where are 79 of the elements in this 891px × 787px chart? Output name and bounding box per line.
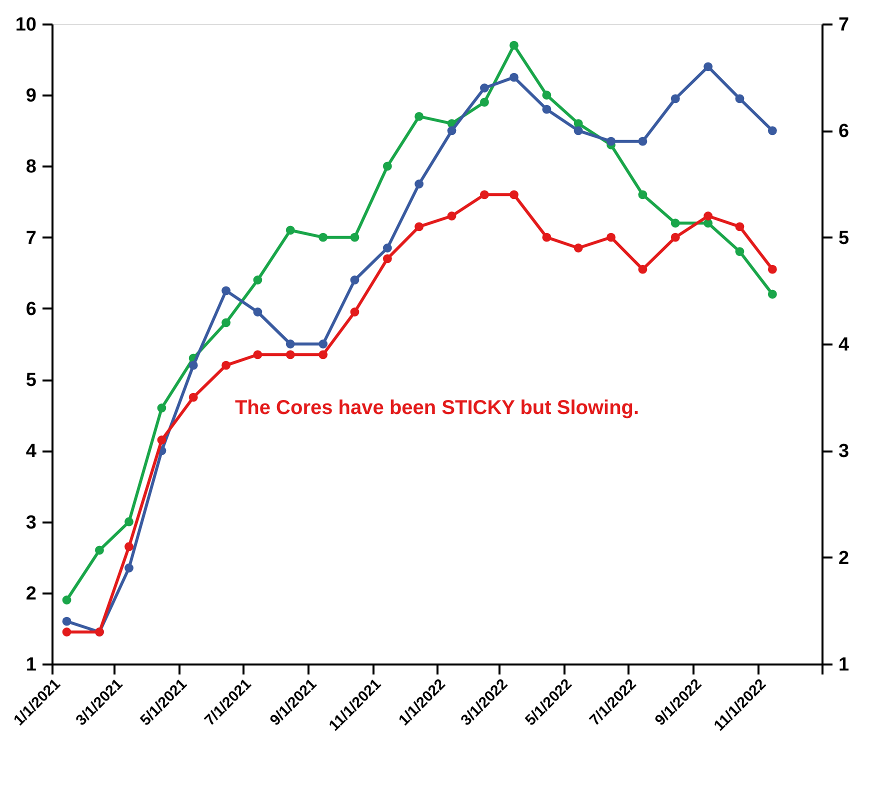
point: [414, 112, 424, 121]
y2-tick-label: 5: [838, 228, 850, 249]
point: [350, 232, 360, 242]
y-tick-label: 3: [26, 512, 36, 534]
point: [188, 392, 198, 402]
point: [157, 404, 166, 412]
point: [480, 190, 489, 200]
point: [253, 308, 262, 316]
y-tick-label: 4: [26, 441, 37, 462]
y-tick-label: 1: [26, 654, 37, 676]
point: [574, 244, 583, 252]
point: [704, 212, 713, 220]
point: [222, 286, 231, 296]
point: [414, 180, 424, 188]
point: [382, 162, 392, 171]
point: [638, 136, 648, 146]
point: [735, 94, 744, 104]
point: [253, 350, 262, 360]
point: [286, 340, 295, 348]
point: [606, 136, 616, 146]
point: [510, 72, 518, 82]
point: [768, 126, 777, 136]
point: [735, 222, 744, 232]
point: [318, 232, 328, 242]
y2-tick-label: 6: [838, 121, 850, 142]
point: [188, 360, 198, 370]
y-tick-label: 6: [26, 298, 36, 320]
y2-tick-label: 2: [838, 548, 850, 569]
point: [447, 212, 456, 220]
point: [574, 126, 583, 136]
y-tick-label: 8: [26, 156, 36, 178]
point: [318, 350, 328, 360]
point: [382, 244, 392, 252]
point: [670, 232, 680, 242]
y2-tick-label: 1: [838, 654, 850, 676]
point: [768, 264, 777, 274]
point: [286, 226, 295, 235]
point: [62, 616, 72, 626]
point: [124, 542, 134, 552]
point: [62, 596, 72, 604]
point: [350, 276, 360, 284]
point: [704, 62, 713, 72]
y-tick-label: 10: [15, 14, 36, 36]
point: [157, 436, 166, 444]
point: [510, 190, 518, 200]
point: [670, 218, 680, 228]
point: [510, 40, 518, 50]
point: [542, 232, 552, 242]
point: [62, 628, 72, 636]
point: [286, 350, 295, 360]
annotation: The Cores have been STICKY but Slowing.: [234, 397, 640, 419]
point: [542, 104, 552, 114]
point: [638, 264, 648, 274]
y2-tick-label: 7: [838, 14, 850, 36]
point: [124, 564, 134, 572]
point: [414, 222, 424, 232]
point: [253, 276, 262, 284]
point: [222, 360, 231, 370]
point: [735, 247, 744, 256]
y-tick-label: 5: [26, 370, 37, 392]
y-tick-label: 2: [26, 583, 36, 604]
y-tick-label: 7: [26, 228, 36, 249]
point: [606, 232, 616, 242]
point: [768, 290, 777, 299]
point: [94, 546, 104, 555]
y2-tick-label: 3: [838, 441, 850, 462]
point: [480, 84, 489, 92]
y2-tick-label: 4: [838, 334, 850, 356]
point: [542, 90, 552, 100]
point: [638, 190, 648, 200]
point: [318, 340, 328, 348]
point: [670, 94, 680, 104]
point: [382, 254, 392, 264]
point: [124, 517, 134, 526]
point: [222, 318, 231, 328]
point: [447, 126, 456, 136]
y-tick-label: 9: [26, 86, 36, 107]
point: [350, 308, 360, 316]
point: [480, 98, 489, 107]
